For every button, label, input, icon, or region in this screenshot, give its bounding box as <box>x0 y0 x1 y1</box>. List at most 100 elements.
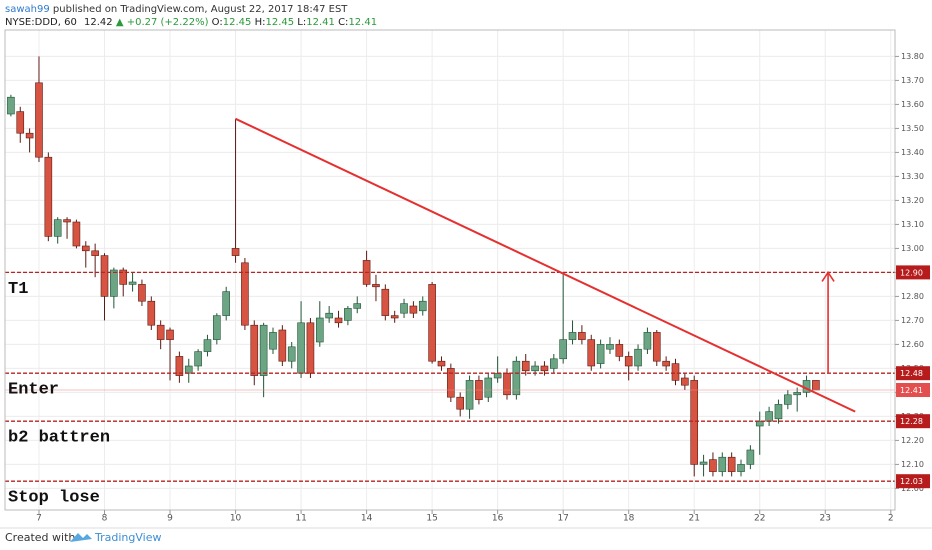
x-tick-label: 23 <box>820 514 831 524</box>
x-tick-label: 21 <box>688 514 699 524</box>
x-tick-label: 18 <box>623 514 635 524</box>
price-tag <box>896 366 930 381</box>
candle-body <box>213 315 221 340</box>
x-tick-label: 8 <box>102 514 108 524</box>
candle-body <box>306 322 315 374</box>
candle-body <box>7 96 15 115</box>
x-tick-label: 7 <box>36 514 42 524</box>
candle-body <box>259 324 268 376</box>
candle-body <box>484 377 493 398</box>
candle-body <box>578 332 586 340</box>
ohlc-label: L: <box>297 17 306 28</box>
candle-body <box>100 255 109 297</box>
candle-body <box>652 332 661 362</box>
candle-body <box>91 250 99 256</box>
published: published on TradingView.com, August 22,… <box>53 4 348 15</box>
x-tick-label: 10 <box>230 514 242 524</box>
candle-body <box>662 360 670 367</box>
x-tick-label: 15 <box>426 514 437 524</box>
candle-body <box>353 303 362 309</box>
x-tick-label: 16 <box>492 514 504 524</box>
candle-body <box>606 344 614 350</box>
candle-body <box>156 324 165 340</box>
y-tick-label: 13.70 <box>901 76 924 85</box>
candle-body <box>690 380 699 465</box>
candle-body <box>203 339 212 352</box>
logo <box>70 533 92 542</box>
candle-body <box>147 300 156 326</box>
x-tick-label: 22 <box>754 514 765 524</box>
candle-body <box>587 339 596 367</box>
candle-body <box>521 360 530 372</box>
y-tick-label: 12.10 <box>901 460 924 469</box>
candle-body <box>128 281 137 285</box>
candle-body <box>568 332 577 340</box>
ohlc-value: 12.45 <box>223 17 252 28</box>
candle-body <box>643 332 652 350</box>
candle-body <box>241 262 249 326</box>
candle-body <box>596 344 605 364</box>
candle-body <box>138 284 146 302</box>
plot: T1 Enter b2 battren Stop lose <box>5 30 895 510</box>
price-tag <box>896 265 930 280</box>
x-tick-label: 14 <box>361 514 373 524</box>
candle-body <box>110 269 118 297</box>
y-tick-label: 13.80 <box>901 52 924 61</box>
symbol-line: NYSE:DDD, 60 12.42 ▲ +0.27 (+2.22%) O:12… <box>5 17 377 28</box>
y-tick-label: 13.20 <box>901 196 924 205</box>
candle-body <box>531 365 539 372</box>
level-name: b2 battren <box>8 429 110 448</box>
x-tick-label: 2 <box>888 514 894 524</box>
last: 12.42 <box>84 17 113 28</box>
ohlc-value: 12.41 <box>306 17 335 28</box>
candle-body <box>334 317 343 324</box>
y-tick-label: 13.10 <box>901 220 924 229</box>
price-tag-label: 12.28 <box>900 417 923 426</box>
y-tick-label: 12.00 <box>901 484 924 493</box>
candle-body <box>194 351 202 367</box>
change: ▲ +0.27 (+2.22%) <box>116 17 209 28</box>
y-tick-label: 12.20 <box>901 436 924 445</box>
y-tick-label: 12.70 <box>901 316 924 325</box>
y-tick-label: 12.80 <box>901 292 924 301</box>
candle-body <box>550 358 558 369</box>
candle-body <box>231 248 240 256</box>
candle-body <box>503 372 511 396</box>
price-tag-label: 12.90 <box>900 268 923 277</box>
candle-body <box>418 300 427 312</box>
candle-body <box>456 396 465 410</box>
candle-body <box>765 411 773 422</box>
y-tick-label: 13.00 <box>901 244 924 253</box>
price-tag <box>896 383 930 397</box>
price-tag-label: 12.03 <box>900 477 923 486</box>
candle-body <box>540 365 549 372</box>
candle-body <box>727 456 736 472</box>
candle-body <box>222 291 230 316</box>
candle-body <box>315 317 324 343</box>
header-line: sawah99 published on TradingView.com, Au… <box>5 4 348 15</box>
author[interactable]: sawah99 <box>5 4 50 15</box>
candle-body <box>512 360 521 396</box>
candle-body <box>372 284 380 288</box>
candle-body <box>175 356 184 376</box>
candle-body <box>709 459 717 472</box>
candle-body <box>53 219 62 237</box>
candle-body <box>718 456 727 472</box>
candle-body <box>793 392 801 396</box>
candle-body <box>250 324 259 376</box>
ohlc-label: H: <box>255 17 266 28</box>
price-tag-label: 12.48 <box>900 369 923 378</box>
ohlc-value: 12.45 <box>265 17 294 28</box>
candle-body <box>784 394 792 405</box>
candle-body <box>774 404 783 420</box>
candle-body <box>671 363 680 381</box>
candle-body <box>278 329 287 362</box>
candle-body <box>812 380 820 391</box>
candle-body <box>465 380 474 410</box>
candle-body <box>737 464 745 472</box>
candle-body <box>559 339 567 360</box>
price-tag-label: 12.41 <box>900 386 923 395</box>
x-tick-label: 17 <box>557 514 568 524</box>
footer-brand[interactable]: TradingView <box>94 531 161 544</box>
